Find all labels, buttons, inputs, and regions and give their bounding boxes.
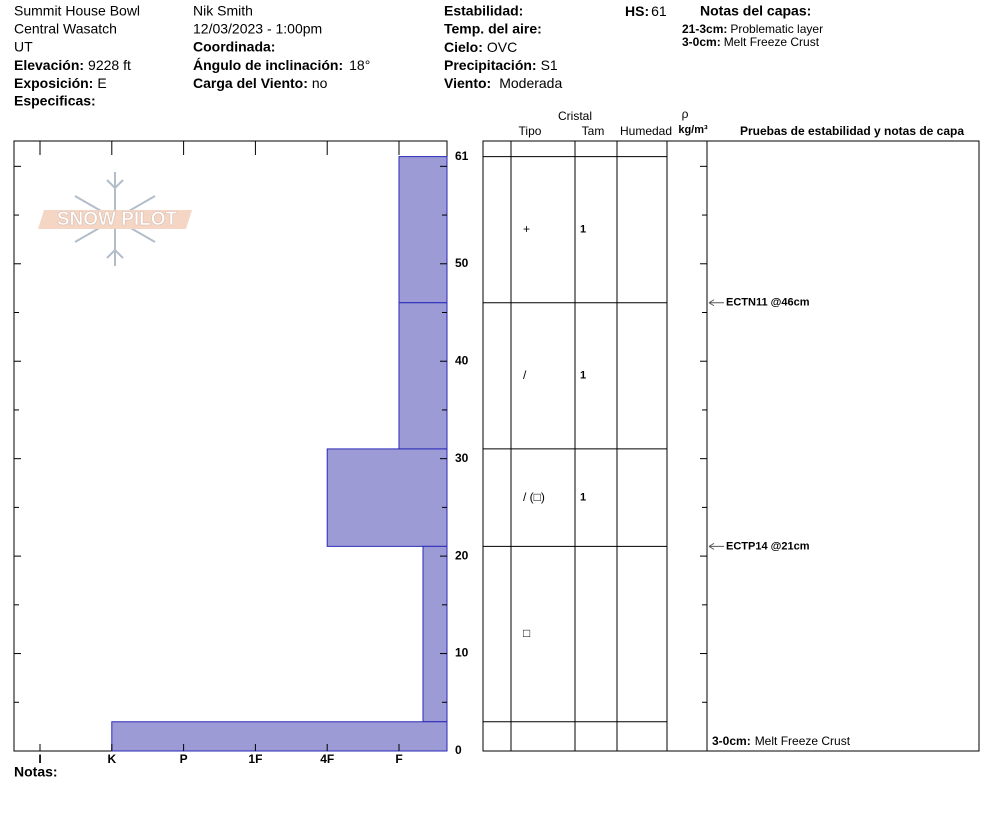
- air-temp: Temp. del aire:: [444, 21, 542, 37]
- hardness-bar: [326, 448, 448, 547]
- moisture-header: Humedad: [620, 124, 672, 138]
- hardness-bar: [422, 545, 448, 723]
- height-label: 0: [455, 743, 462, 757]
- bottom-note: 3-0cm: Melt Freeze Crust: [712, 734, 851, 748]
- hardness-label: 4F: [320, 752, 334, 766]
- layer-notes-title: Notas del capas:: [700, 3, 811, 19]
- aspect: Exposición: E: [14, 75, 107, 91]
- height-label: 20: [455, 548, 469, 562]
- height-label: 40: [455, 353, 469, 367]
- hardness-bar: [398, 156, 448, 304]
- hardness-label: F: [395, 752, 402, 766]
- height-label: 50: [455, 256, 469, 270]
- grain-size: 1: [580, 224, 586, 236]
- grain-type: □: [523, 626, 530, 640]
- wind: Viento: Moderada: [444, 75, 562, 91]
- grain-type: / (□): [523, 490, 545, 504]
- crystal-header: Cristal: [558, 109, 592, 123]
- grain-size: 1: [580, 492, 586, 504]
- hs: HS: 61: [625, 3, 667, 19]
- elevation: Elevación: 9228 ft: [14, 57, 131, 73]
- coordinates: Coordinada:: [193, 39, 275, 55]
- test-arrow: [708, 542, 724, 550]
- grain-type: /: [523, 368, 527, 382]
- type-header: Tipo: [519, 124, 542, 138]
- hardness-label: 1F: [248, 752, 262, 766]
- size-header: Tam: [582, 124, 605, 138]
- test-arrow: [708, 299, 724, 307]
- wind-load: Carga del Viento: no: [193, 75, 328, 91]
- rho-header: ρ: [682, 107, 689, 121]
- range: Central Wasatch: [14, 21, 117, 37]
- logo: SNOW PILOT: [38, 172, 192, 266]
- density-unit: kg/m³: [678, 124, 708, 136]
- hardness-label: I: [38, 752, 41, 766]
- datetime: 12/03/2023 - 1:00pm: [193, 21, 322, 37]
- specifics: Especificas:: [14, 93, 96, 109]
- table-frame: [482, 140, 980, 752]
- observer: Nik Smith: [193, 3, 253, 19]
- tests-header: Pruebas de estabilidad y notas de capa: [740, 124, 964, 138]
- logo-text: SNOW PILOT: [57, 209, 178, 230]
- grain-size: 1: [580, 370, 586, 382]
- layer-note: 3-0cm: Melt Freeze Crust: [682, 35, 820, 49]
- hardness-label: K: [107, 752, 116, 766]
- height-label: 10: [455, 646, 469, 660]
- slope: Ángulo de inclinación: 18°: [193, 57, 370, 73]
- height-label: 30: [455, 451, 469, 465]
- hardness-frame: [13, 140, 448, 752]
- hardness-label: P: [180, 752, 188, 766]
- test-label: ECTN11 @46cm: [726, 297, 810, 309]
- precip: Precipitación: S1: [444, 57, 558, 73]
- hardness-bar: [111, 721, 448, 752]
- table-columns: [510, 141, 708, 751]
- notes-label: Notas:: [14, 764, 58, 780]
- location: Summit House Bowl: [14, 3, 140, 19]
- sky: Cielo: OVC: [444, 39, 517, 55]
- layer-note: 21-3cm: Problematic layer: [682, 22, 823, 36]
- state: UT: [14, 39, 33, 55]
- height-label: 61: [455, 149, 469, 163]
- grain-type: +: [523, 222, 530, 236]
- stability: Estabilidad:: [444, 3, 523, 19]
- test-label: ECTP14 @21cm: [726, 540, 810, 552]
- hardness-bar: [398, 302, 448, 450]
